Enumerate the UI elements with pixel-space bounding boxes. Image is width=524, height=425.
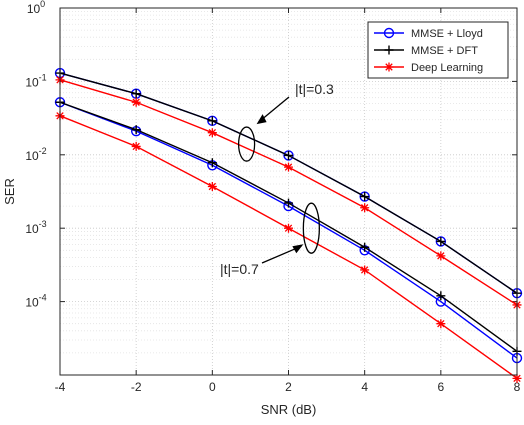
y-tick-label: 100 [27, 0, 45, 16]
marker-plus [384, 45, 394, 55]
annotation-arrowhead [256, 114, 267, 125]
annotations: |t|=0.3 |t|=0.7 [220, 81, 334, 277]
y-tick-label: 10-4 [25, 293, 46, 310]
marker-plus [207, 158, 217, 168]
marker-asterisk [131, 141, 141, 151]
marker-asterisk [436, 319, 446, 329]
marker-asterisk [360, 265, 370, 275]
annotation-label: |t|=0.7 [220, 261, 259, 277]
x-axis-label: SNR (dB) [261, 402, 317, 417]
marker-plus [360, 242, 370, 252]
y-tick-label: 10-3 [25, 219, 46, 236]
marker-plus [360, 192, 370, 202]
legend-label: MMSE + Lloyd [411, 28, 483, 40]
x-axis-ticks: -4 -2 0 2 4 6 8 [55, 8, 521, 394]
series-layer [54, 67, 523, 383]
annotation-ellipse [302, 202, 321, 254]
marker-plus [284, 198, 293, 208]
legend-item: Deep Learning [374, 62, 483, 74]
series-mmse-dft [55, 97, 522, 356]
marker-asterisk [131, 97, 141, 107]
y-tick-label: 10-1 [25, 72, 46, 89]
annotation-ellipse [237, 126, 256, 162]
x-tick-label: 6 [437, 380, 444, 394]
x-tick-label: 8 [514, 380, 521, 394]
marker-asterisk [512, 373, 522, 383]
marker-asterisk [207, 128, 217, 138]
y-axis-ticks: 100 10-1 10-2 10-3 10-4 [25, 0, 517, 310]
marker-asterisk [284, 162, 293, 172]
x-tick-label: 2 [285, 380, 292, 394]
marker-asterisk [284, 223, 293, 233]
x-tick-label: 0 [209, 380, 216, 394]
marker-asterisk [436, 251, 446, 261]
plot-frame [59, 7, 518, 376]
legend: MMSE + Lloyd MMSE + DFT Deep Learning [367, 21, 509, 79]
annotation-arrowhead [292, 244, 304, 254]
marker-plus [131, 125, 141, 135]
annotation-label: |t|=0.3 [295, 81, 334, 97]
marker-asterisk [207, 181, 217, 191]
marker-circle [383, 27, 395, 39]
x-tick-label: 4 [361, 380, 368, 394]
marker-asterisk [360, 203, 370, 213]
marker-plus [284, 150, 293, 160]
marker-plus [207, 116, 217, 126]
marker-asterisk [384, 62, 394, 72]
marker-plus [436, 236, 446, 246]
legend-item: MMSE + Lloyd [374, 27, 483, 40]
y-tick-label: 10-2 [25, 146, 46, 163]
marker-plus [436, 291, 446, 301]
x-tick-label: -2 [131, 380, 142, 394]
x-tick-label: -4 [55, 380, 66, 394]
marker-plus [131, 89, 141, 99]
legend-label: Deep Learning [411, 62, 483, 74]
legend-item: MMSE + DFT [374, 45, 478, 57]
series-mmse-dft [55, 68, 522, 298]
legend-label: MMSE + DFT [411, 45, 478, 57]
y-axis-label: SER [2, 178, 17, 205]
